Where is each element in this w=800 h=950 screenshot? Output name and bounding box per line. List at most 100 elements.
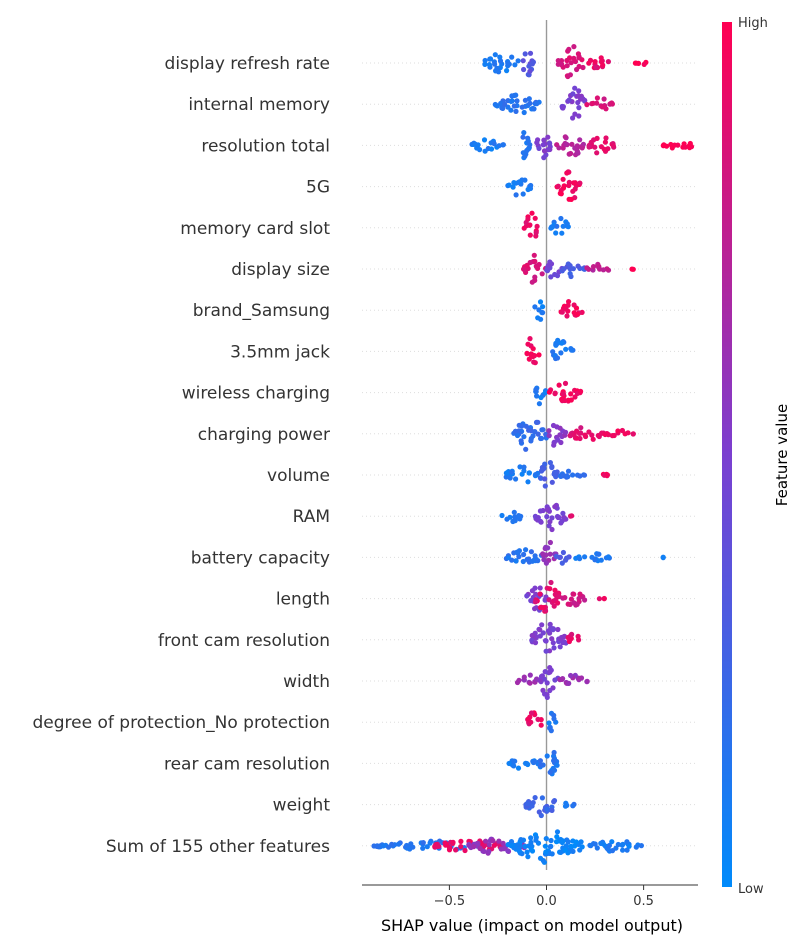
shap-point <box>549 636 555 642</box>
shap-point <box>577 180 583 186</box>
shap-point <box>542 476 548 482</box>
shap-point <box>550 627 556 633</box>
shap-point <box>546 720 552 726</box>
shap-point <box>551 767 558 773</box>
feature-labels: display refresh rate internal memory resol… <box>33 54 331 857</box>
shap-point <box>520 191 526 197</box>
shap-point <box>513 92 519 98</box>
shap-point <box>565 634 571 641</box>
shap-point <box>602 139 609 145</box>
shap-point <box>507 514 513 520</box>
shap-point <box>505 555 511 561</box>
shap-point <box>598 55 604 61</box>
shap-point <box>564 802 570 809</box>
shap-point <box>567 72 574 78</box>
shap-point <box>595 551 601 557</box>
shap-point <box>420 840 426 846</box>
shap-point <box>569 513 575 519</box>
shap-point <box>547 551 553 557</box>
shap-point <box>609 100 615 106</box>
shap-point <box>536 809 542 815</box>
shap-point <box>552 271 558 278</box>
shap-point <box>551 716 557 722</box>
shap-point <box>532 599 539 605</box>
shap-point <box>550 349 556 355</box>
shap-point <box>570 188 576 194</box>
shap-point <box>576 637 582 643</box>
shap-point <box>565 468 572 474</box>
feature-label: memory card slot <box>180 219 330 239</box>
shap-point <box>524 760 530 767</box>
shap-point <box>606 842 613 849</box>
shap-point <box>471 844 477 850</box>
shap-point <box>527 336 533 342</box>
shap-point <box>552 504 558 510</box>
shap-point <box>512 428 519 434</box>
colorbar-low-label: Low <box>738 882 764 897</box>
shap-point <box>594 845 600 851</box>
shap-point <box>508 469 514 475</box>
shap-point <box>574 435 580 441</box>
shap-point <box>486 842 492 848</box>
shap-point <box>510 184 516 190</box>
shap-point <box>539 795 546 801</box>
shap-point <box>529 848 536 854</box>
colorbar <box>722 22 732 887</box>
shap-point <box>565 839 571 845</box>
feature-label: brand_Samsung <box>193 301 330 321</box>
shap-point <box>574 601 580 608</box>
shap-point <box>477 845 483 852</box>
shap-point <box>545 262 552 268</box>
shap-point <box>550 640 556 646</box>
shap-point <box>587 842 593 848</box>
shap-point <box>554 142 560 148</box>
shap-point <box>569 141 575 147</box>
shap-point <box>584 265 590 271</box>
shap-point <box>594 135 600 141</box>
shap-point <box>546 389 553 395</box>
shap-point <box>532 585 538 591</box>
shap-point <box>535 515 541 521</box>
feature-label: RAM <box>293 507 330 527</box>
shap-point <box>532 429 538 435</box>
shap-point <box>543 849 549 855</box>
shap-point <box>566 46 572 53</box>
shap-point <box>527 232 533 238</box>
shap-point <box>522 97 529 103</box>
shap-point <box>560 510 566 516</box>
shap-point <box>563 346 569 352</box>
shap-point <box>559 676 565 683</box>
shap-point <box>615 428 621 434</box>
shap-point <box>521 130 527 136</box>
shap-point <box>520 558 526 565</box>
shap-point <box>492 52 498 58</box>
shap-point <box>516 513 522 519</box>
shap-point <box>605 59 612 65</box>
shap-point <box>527 50 534 56</box>
shap-point <box>534 264 540 270</box>
shap-point <box>552 469 558 476</box>
shap-point <box>481 848 487 855</box>
shap-point <box>541 148 548 154</box>
shap-point <box>549 526 555 533</box>
shap-point <box>547 586 553 592</box>
shap-point <box>538 717 544 723</box>
shap-point <box>491 842 497 848</box>
shap-point <box>558 215 564 222</box>
shap-point <box>472 141 478 147</box>
feature-label: front cam resolution <box>158 631 330 651</box>
x-tick-label: −0.5 <box>434 894 466 909</box>
shap-point <box>562 397 568 404</box>
shap-point <box>669 145 675 151</box>
shap-point <box>567 263 573 269</box>
shap-point <box>548 837 554 844</box>
shap-point <box>575 263 581 269</box>
shap-point <box>533 387 539 393</box>
shap-point <box>544 806 550 812</box>
shap-point <box>603 135 609 141</box>
shap-point <box>572 85 578 91</box>
shap-point <box>629 266 635 272</box>
shap-point <box>529 637 535 643</box>
shap-point <box>527 672 533 678</box>
shap-point <box>534 101 540 107</box>
